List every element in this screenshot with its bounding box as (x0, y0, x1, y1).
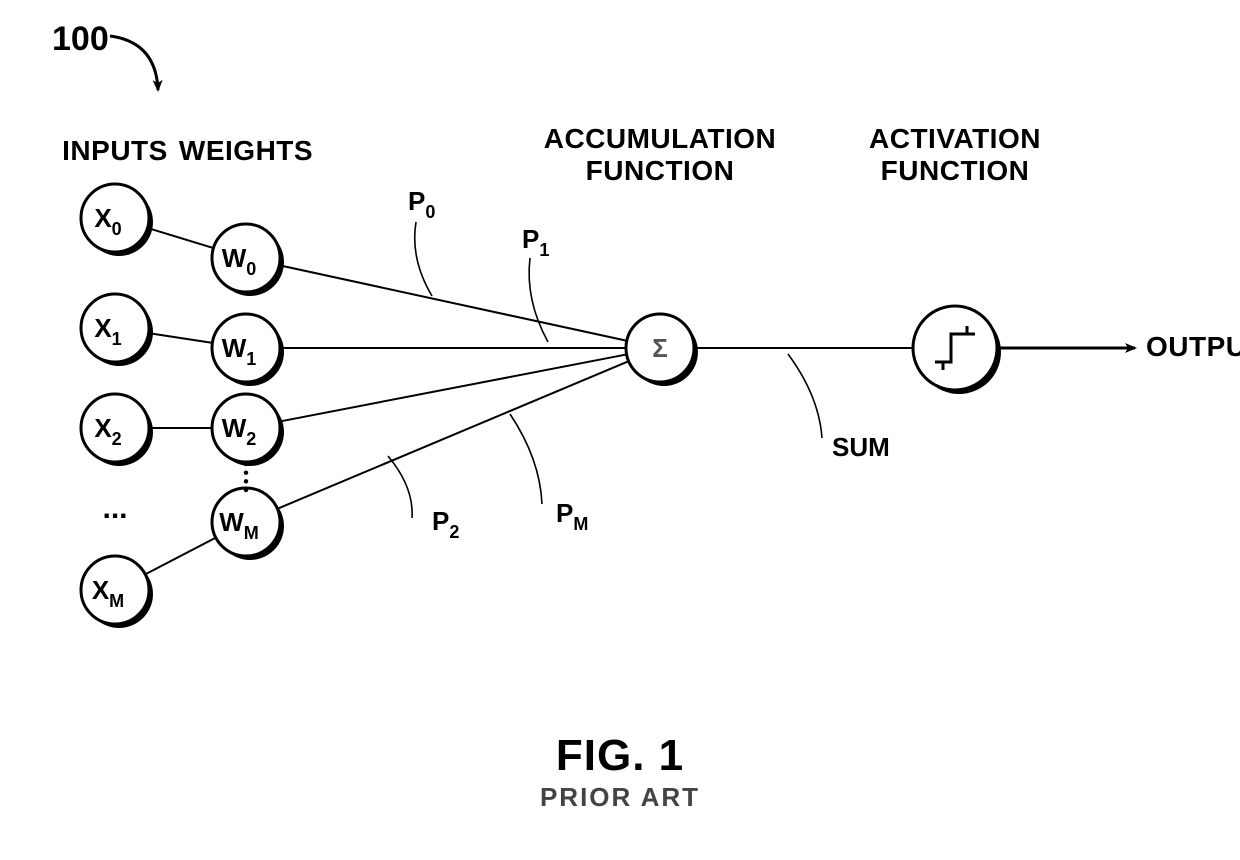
inputs-ellipsis: ... (102, 492, 127, 525)
weight-node-w1: W1 (212, 314, 284, 386)
output-label: OUTPUT (1146, 331, 1240, 362)
figure-ref-number: 100 (52, 20, 109, 58)
weight-node-w2: W2 (212, 394, 284, 466)
weights-header: WEIGHTS (179, 135, 313, 166)
edge-wm-sum (277, 361, 628, 509)
input-node-x2: X2 (81, 394, 153, 466)
label-p0: P0 (408, 186, 435, 222)
input-node-x1: X1 (81, 294, 153, 366)
activation-header-line2: FUNCTION (881, 155, 1030, 186)
label-p1: P1 (522, 224, 549, 260)
input-node-x0: X0 (81, 184, 153, 256)
input-node-xm: XM (81, 556, 153, 628)
sum-node: Σ (626, 314, 698, 386)
leader-line (388, 456, 412, 518)
leader-line (415, 222, 432, 296)
label-pm: PM (556, 498, 588, 534)
activation-header-line1: ACTIVATION (869, 123, 1041, 154)
edge-w0-sum (279, 265, 627, 341)
sigma-symbol: Σ (652, 333, 668, 363)
leader-line (788, 354, 822, 438)
leader-line (529, 258, 548, 342)
accumulation-header-line2: FUNCTION (586, 155, 735, 186)
leader-lines (388, 222, 822, 518)
edge-xm-wm (145, 538, 216, 575)
weight-node-w0: W0 (212, 224, 284, 296)
label-p2: P2 (432, 506, 459, 542)
accumulation-header-line1: ACCUMULATION (544, 123, 777, 154)
leader-line (510, 414, 542, 504)
label-sum: SUM (832, 432, 890, 462)
weight-node-wm: WM (212, 488, 284, 560)
figure-title: FIG. 1 (556, 731, 684, 780)
activation-node (913, 306, 1001, 394)
neuron-diagram: 100 INPUTS WEIGHTS ACCUMULATION FUNCTION… (0, 0, 1240, 860)
edge-x1-w1 (149, 333, 213, 343)
figure-ref-arrow (110, 36, 158, 90)
figure-subtitle: PRIOR ART (540, 782, 700, 812)
inputs-header: INPUTS (62, 135, 168, 166)
edge-x0-w0 (148, 228, 214, 248)
edge-w2-sum (279, 354, 626, 421)
